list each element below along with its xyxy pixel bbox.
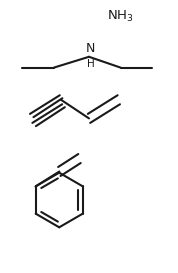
Text: N: N bbox=[86, 41, 95, 55]
Text: H: H bbox=[87, 59, 95, 69]
Text: NH$_3$: NH$_3$ bbox=[106, 9, 133, 24]
